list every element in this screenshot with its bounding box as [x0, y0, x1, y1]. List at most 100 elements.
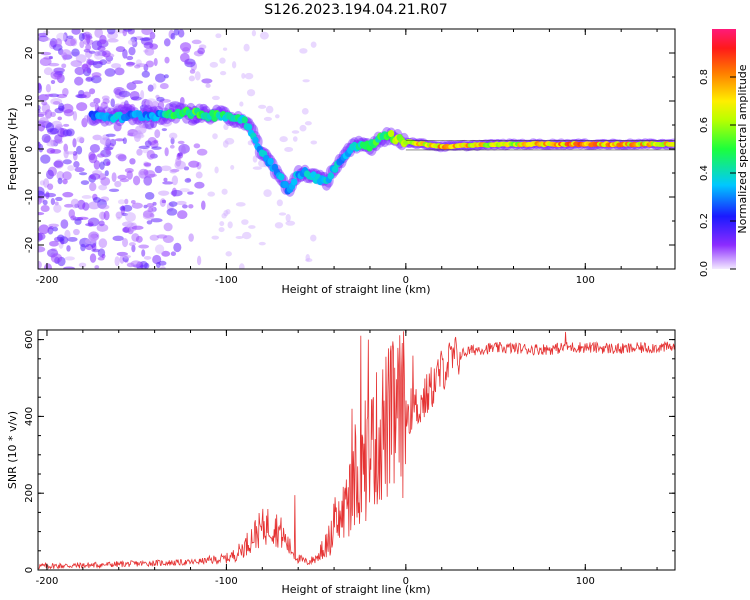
noise-speckle [225, 208, 231, 215]
snr-frame [37, 329, 676, 571]
noise-speckle [301, 108, 309, 115]
colorbar-ticks: 0.0 0.2 0.4 0.6 0.8 [699, 69, 736, 277]
noise-speckle [128, 242, 136, 247]
noise-speckle [160, 165, 172, 172]
noise-speckle [191, 39, 202, 45]
noise-speckle [78, 32, 85, 42]
noise-speckle [242, 231, 252, 240]
noise-speckle [126, 170, 133, 180]
noise-speckle [99, 161, 105, 170]
noise-speckle [50, 253, 63, 264]
noise-speckle [178, 143, 190, 154]
noise-speckle [38, 232, 43, 242]
noise-speckle [78, 262, 87, 268]
noise-speckle [107, 38, 119, 43]
noise-speckle [85, 223, 94, 227]
noise-speckle [173, 29, 180, 36]
noise-speckle [68, 209, 76, 219]
noise-speckle [263, 116, 272, 122]
noise-speckle [55, 196, 63, 202]
snr-series-line [38, 331, 675, 570]
noise-speckle [77, 216, 89, 220]
noise-speckle [82, 63, 89, 72]
noise-speckle [92, 61, 103, 69]
x-tick-label: 100 [576, 275, 595, 286]
noise-speckle [50, 97, 63, 106]
noise-speckle [101, 50, 111, 58]
noise-speckle [57, 177, 63, 185]
noise-speckle [43, 67, 53, 76]
noise-speckle [92, 196, 101, 203]
noise-speckle [72, 138, 77, 148]
noise-speckle [41, 133, 51, 143]
noise-speckle [101, 95, 110, 101]
noise-speckle [304, 121, 312, 126]
x-tick-label: -200 [36, 275, 59, 286]
noise-speckle [223, 123, 229, 131]
noise-speckle [89, 253, 97, 263]
noise-speckle [85, 44, 92, 51]
noise-speckle [46, 141, 58, 147]
y-tick-label: 600 [24, 330, 35, 349]
noise-speckle [205, 83, 211, 88]
noise-speckle [188, 75, 196, 82]
noise-speckle [88, 50, 96, 54]
colorbar: 0.0 0.2 0.4 0.6 0.8 Normalized spectral ampl… [699, 29, 749, 277]
noise-speckle [104, 170, 109, 177]
noise-speckle [221, 188, 228, 195]
noise-speckle [310, 234, 317, 242]
noise-speckle [193, 143, 201, 149]
noise-speckle [184, 61, 193, 65]
noise-speckle [70, 60, 83, 67]
noise-speckle [92, 134, 103, 141]
noise-speckle [196, 255, 202, 266]
noise-speckle [225, 251, 232, 257]
x-tick-label: 0 [403, 576, 409, 587]
noise-speckle [263, 189, 272, 198]
noise-speckle [50, 197, 56, 206]
noise-speckle [193, 119, 200, 124]
noise-speckle [140, 90, 145, 100]
noise-speckle [230, 164, 235, 170]
noise-speckle [89, 101, 96, 108]
noise-speckle [207, 191, 216, 197]
noise-speckle [243, 43, 250, 52]
noise-speckle [122, 221, 134, 227]
noise-speckle [279, 136, 288, 143]
noise-speckle [131, 225, 144, 230]
noise-speckle [67, 165, 75, 172]
noise-speckle [143, 175, 153, 186]
noise-speckle [141, 70, 150, 78]
x-tick-label: -100 [215, 576, 238, 587]
noise-speckle [285, 220, 296, 226]
noise-speckle [146, 149, 155, 160]
noise-speckle [176, 200, 187, 206]
noise-speckle [90, 75, 102, 84]
noise-speckle [122, 137, 127, 145]
y-tick-label: 0 [24, 146, 35, 152]
spectrogram-y-axis-label: Frequency (Hz) [6, 108, 19, 191]
noise-speckle [195, 171, 203, 179]
noise-speckle [259, 31, 269, 40]
noise-speckle [94, 265, 100, 269]
noise-speckle [179, 188, 190, 193]
noise-speckle [188, 160, 200, 168]
noise-speckle [111, 172, 117, 183]
noise-speckle [74, 66, 85, 76]
noise-speckle [169, 169, 177, 174]
noise-speckle [248, 225, 256, 229]
noise-speckle [82, 91, 91, 99]
noise-speckle [89, 182, 97, 192]
ridge-point [252, 136, 259, 144]
noise-speckle [136, 148, 143, 156]
noise-speckle [113, 122, 122, 132]
noise-speckle [274, 114, 280, 119]
noise-speckle [98, 238, 108, 249]
noise-speckle [63, 148, 69, 159]
noise-speckle [108, 188, 120, 193]
noise-speckle [227, 221, 233, 229]
noise-speckle [302, 79, 310, 83]
noise-speckle [173, 242, 182, 253]
colorbar-gradient [712, 29, 736, 269]
noise-speckle [133, 132, 141, 143]
